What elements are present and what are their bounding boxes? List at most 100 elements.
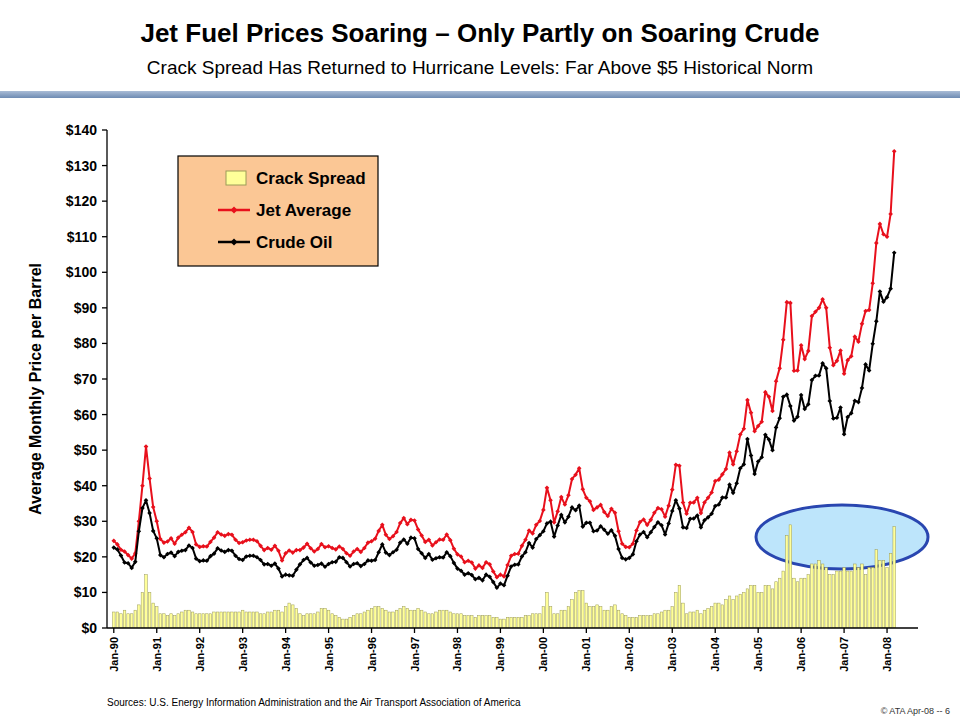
line-marker	[176, 550, 181, 555]
crack-bar	[685, 614, 688, 628]
line-marker	[427, 537, 432, 542]
line-marker	[430, 543, 435, 548]
line-marker	[681, 500, 686, 505]
line-marker	[591, 508, 596, 513]
line-marker	[273, 544, 278, 549]
line-marker	[706, 515, 711, 520]
line-marker	[892, 149, 897, 154]
legend-marker	[231, 239, 238, 246]
crack-bar	[413, 610, 416, 628]
line-marker	[842, 432, 847, 437]
crack-bar	[352, 616, 355, 628]
crack-bar	[667, 610, 670, 628]
line-marker	[244, 554, 249, 559]
crack-bar	[513, 617, 516, 628]
page: {"chart_data": { "type": "line", "title"…	[0, 0, 960, 720]
crack-bar	[503, 619, 506, 628]
crack-bar	[288, 603, 291, 628]
crack-bar	[868, 568, 871, 628]
line-marker	[702, 500, 707, 505]
y-tick-label: $130	[66, 158, 97, 174]
series-line	[114, 253, 894, 588]
x-tick-label: Jan-07	[838, 637, 850, 672]
line-marker	[684, 512, 689, 517]
crack-bar	[234, 612, 237, 628]
line-marker	[874, 241, 879, 246]
line-marker	[577, 466, 582, 471]
line-marker	[835, 359, 840, 364]
line-marker	[835, 415, 840, 420]
crack-bar	[134, 610, 137, 628]
title: Jet Fuel Prices Soaring – Only Partly on…	[140, 18, 819, 48]
y-tick	[102, 449, 107, 450]
line-marker	[215, 546, 220, 551]
y-tick	[102, 236, 107, 237]
x-tick	[715, 628, 716, 633]
line-marker	[695, 513, 700, 518]
line-marker	[237, 557, 242, 562]
line-marker	[885, 295, 890, 300]
line-marker	[670, 487, 675, 492]
line-marker	[602, 510, 607, 515]
line-marker	[208, 540, 213, 545]
line-marker	[820, 361, 825, 366]
crack-bar	[825, 568, 828, 628]
line-marker	[409, 518, 414, 523]
crack-bar	[270, 612, 273, 628]
legend-marker	[231, 207, 238, 214]
crack-bar	[496, 617, 499, 628]
crack-bar	[345, 619, 348, 628]
crack-bar	[714, 603, 717, 628]
line-marker	[391, 550, 396, 555]
crack-bar	[746, 589, 749, 628]
line-marker	[208, 554, 213, 559]
line-marker	[305, 556, 310, 561]
line-marker	[548, 519, 553, 524]
line-marker	[588, 520, 593, 525]
line-marker	[180, 549, 185, 554]
crack-bar	[428, 614, 431, 628]
line-marker	[638, 532, 643, 537]
line-marker	[380, 542, 385, 547]
line-marker	[609, 507, 614, 512]
crack-bar	[564, 610, 567, 628]
line-marker	[172, 541, 177, 546]
line-marker	[860, 322, 865, 327]
crack-bar	[800, 578, 803, 628]
line-marker	[384, 550, 389, 555]
crack-bar	[639, 616, 642, 628]
line-marker	[341, 556, 346, 561]
line-marker	[283, 572, 288, 577]
crack-bar	[531, 614, 534, 628]
line-marker	[684, 526, 689, 531]
line-marker	[867, 308, 872, 313]
line-marker	[824, 306, 829, 311]
line-marker	[359, 550, 364, 555]
line-marker	[602, 528, 607, 533]
line-marker	[187, 543, 192, 548]
line-marker	[752, 472, 757, 477]
line-marker	[785, 392, 790, 397]
line-marker	[863, 362, 868, 367]
line-marker	[727, 482, 732, 487]
crack-bar	[220, 612, 223, 628]
line-marker	[588, 499, 593, 504]
x-tick-label: Jan-00	[537, 637, 549, 672]
crack-bar	[420, 610, 423, 628]
line-marker	[867, 368, 872, 373]
y-tick-label: $120	[66, 193, 97, 209]
line-marker	[648, 530, 653, 535]
x-tick	[113, 628, 114, 633]
crack-bar	[302, 616, 305, 628]
line-marker	[323, 565, 328, 570]
line-marker	[480, 566, 485, 571]
line-marker	[570, 477, 575, 482]
crack-bar	[857, 568, 860, 628]
line-marker	[577, 503, 582, 508]
line-marker	[154, 536, 159, 541]
line-marker	[878, 222, 883, 227]
crack-bar	[864, 575, 867, 628]
crack-bar	[846, 571, 849, 628]
line-marker	[305, 541, 310, 546]
line-marker	[373, 536, 378, 541]
